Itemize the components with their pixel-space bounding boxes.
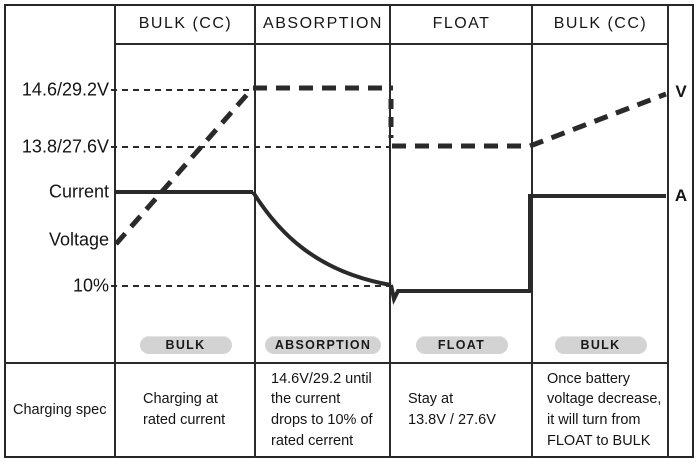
stage-divider-float-bulk xyxy=(531,4,533,458)
spec-cell-bulk-2: Once battery voltage decrease, it will t… xyxy=(547,370,662,449)
stage-divider-bulk-absorption xyxy=(254,4,256,458)
header-float: FLOAT xyxy=(432,15,491,32)
badge-absorption: ABSORPTION xyxy=(257,334,389,356)
level-label-13.8-27.6V: 13.8/27.6V xyxy=(21,136,109,157)
header-bulk-cc-2: BULK (CC) xyxy=(553,15,648,32)
level-label-10pct: 10% xyxy=(72,275,109,296)
badge-float: FLOAT xyxy=(392,334,531,356)
float-pill: FLOAT xyxy=(415,336,508,354)
header-absorption: ABSORPTION xyxy=(263,15,383,32)
header-bulk-cc-1: BULK (CC) xyxy=(138,15,233,32)
table-separator-line xyxy=(4,362,669,364)
bulk-pill: BULK xyxy=(139,336,232,354)
level-label-14.6-29.2V: 14.6/29.2V xyxy=(21,79,109,100)
right-label-voltage-V: V xyxy=(675,82,687,101)
outer-border xyxy=(4,4,694,458)
level-label-current: Current xyxy=(48,181,109,202)
right-axis-line xyxy=(667,4,669,458)
bulk-pill-2: BULK xyxy=(554,336,647,354)
spec-cell-absorption: 14.6V/29.2 until the current drops to 10… xyxy=(271,370,373,449)
level-label-voltage: Voltage xyxy=(48,229,109,250)
chart-axis-line xyxy=(114,4,116,458)
right-label-current-A: A xyxy=(674,186,688,205)
spec-row-label: Charging spec xyxy=(13,401,107,418)
badge-bulk-1: BULK xyxy=(117,334,254,356)
spec-cell-bulk: Charging at rated current xyxy=(143,391,226,428)
stage-divider-absorption-float xyxy=(389,4,391,458)
header-separator-line xyxy=(114,43,667,45)
absorption-pill: ABSORPTION xyxy=(264,336,382,354)
spec-cell-float: Stay at 13.8V / 27.6V xyxy=(408,391,496,428)
badge-bulk-2: BULK xyxy=(534,334,667,356)
